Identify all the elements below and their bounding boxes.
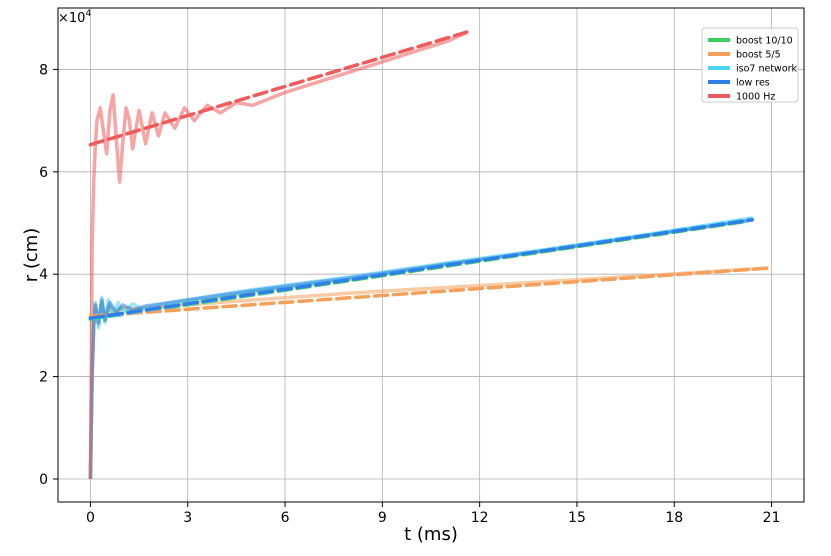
legend: boost 10/10 boost 5/5 iso7 network low res 1… [701, 27, 799, 103]
y-axis-label: r (cm) [21, 228, 42, 283]
y-offset-exponent: 4 [85, 9, 91, 19]
ticks: 0 3 6 9 12 15 18 21 0 2 4 6 8 [39, 62, 780, 526]
y-tick-label: 4 [39, 267, 48, 283]
x-tick-label: 0 [86, 510, 95, 526]
plot-background [58, 8, 804, 502]
y-tick-label: 2 [39, 370, 48, 386]
series-low-res-fit [88, 218, 754, 320]
legend-label-iso7-network: iso7 network [736, 64, 798, 75]
x-tick-label: 15 [568, 510, 586, 526]
series-layer [88, 30, 771, 480]
legend-label-boost-5-5: boost 5/5 [736, 50, 781, 61]
x-tick-label: 6 [281, 510, 290, 526]
series-1000-hz-fit [88, 30, 469, 147]
series-boost-5-5-fit [88, 266, 771, 318]
y-tick-label: 8 [39, 62, 48, 78]
series-1000-hz-line [88, 31, 468, 480]
x-tick-label: 18 [665, 510, 683, 526]
grid [58, 8, 804, 502]
plot-frame [57, 7, 805, 503]
x-tick-label: 21 [763, 510, 781, 526]
legend-label-boost-10-10: boost 10/10 [736, 36, 793, 47]
legend-label-low-res: low res [736, 78, 770, 89]
x-tick-label: 12 [471, 510, 489, 526]
legend-label-1000-hz: 1000 Hz [736, 92, 775, 103]
y-offset-label: ×104 [58, 9, 91, 26]
x-tick-label: 9 [378, 510, 387, 526]
x-tick-label: 3 [183, 510, 192, 526]
y-tick-label: 0 [39, 472, 48, 488]
y-tick-label: 6 [39, 165, 48, 181]
x-axis-label: t (ms) [404, 524, 458, 545]
